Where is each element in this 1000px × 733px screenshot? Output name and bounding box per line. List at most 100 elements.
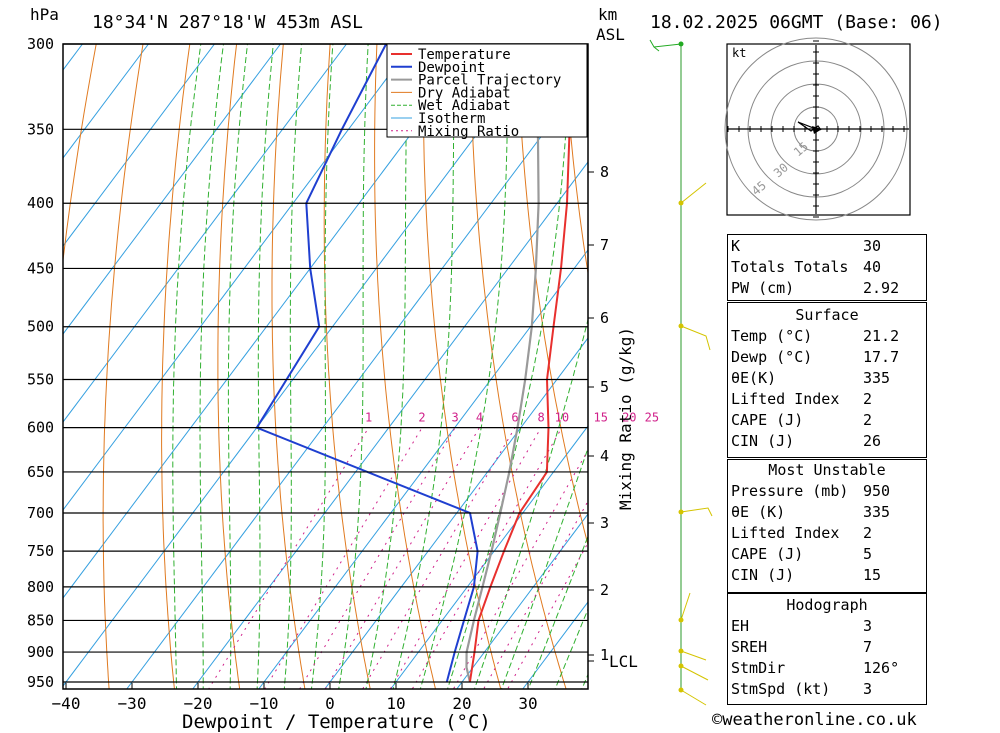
mixing-ratio-label: 1	[365, 411, 372, 425]
most-unstable-box	[727, 459, 927, 593]
dry-adiabat-line	[960, 0, 1000, 733]
mu-label: Pressure (mb)	[731, 482, 849, 500]
mixing-ratio-label: 25	[645, 411, 659, 425]
surface-label: Dewp (°C)	[731, 348, 813, 366]
table-row: CIN (J) 26	[727, 431, 927, 452]
km-tick-label: 2	[600, 581, 609, 599]
mu-label: Lifted Index	[731, 524, 840, 542]
x-tick-label: 20	[452, 694, 471, 713]
dry-adiabat-line	[271, 44, 306, 689]
x-tick-label: 0	[325, 694, 335, 713]
isotherm-line	[192, 161, 588, 689]
x-tick-label: −40	[52, 694, 81, 713]
dry-adiabat-line	[217, 44, 241, 689]
km-tick-label: 8	[600, 163, 609, 181]
isotherm-line	[63, 44, 545, 687]
isotherm-line	[63, 44, 413, 511]
wind-profile-staff	[649, 39, 713, 706]
table-row: θE(K) 335	[727, 368, 927, 389]
height-unit-asl: ASL	[596, 25, 625, 44]
isotherm-line	[63, 44, 215, 247]
pressure-tick-label: 700	[27, 504, 54, 522]
legend-label: Dry Adiabat	[418, 85, 511, 101]
pressure-tick-label: 350	[27, 120, 54, 138]
storm-motion-marker	[812, 126, 822, 134]
legend-label: Parcel Trajectory	[418, 73, 561, 89]
mu-value: 15	[863, 566, 882, 584]
mu-value: 5	[863, 545, 873, 563]
wet-adiabat-line	[473, 317, 588, 689]
wind-barb	[680, 689, 707, 706]
wet-adiabat-line	[283, 44, 303, 689]
pressure-tick-label: 550	[27, 370, 54, 388]
dry-adiabat-line	[161, 44, 191, 689]
pressure-tick-label: 900	[27, 643, 54, 661]
pressure-tick-label: 800	[27, 578, 54, 596]
hodograph-table-box	[727, 593, 927, 705]
km-tick-label: 4	[600, 447, 609, 465]
wind-barb	[680, 665, 709, 681]
most-unstable-table: Most Unstable Pressure (mb) 950 θE (K) 335…	[727, 460, 927, 586]
wet-adiabat-line	[447, 44, 571, 689]
hodo-value: 126°	[863, 659, 900, 677]
km-tick-label: 3	[600, 514, 609, 532]
mixing-ratio-label: 20	[622, 411, 636, 425]
isotherm-line	[63, 44, 281, 335]
mixing-ratio-label: 6	[511, 411, 518, 425]
surface-value: 17.7	[863, 348, 900, 366]
mu-label: CIN (J)	[731, 566, 795, 584]
hodograph-table: Hodograph EH 3 SREH 7 StmDir 126° StmSpd (k…	[727, 595, 927, 700]
table-row: K 30	[727, 236, 927, 257]
table-row: StmSpd (kt) 3	[727, 679, 927, 700]
pressure-tick-label: 400	[27, 194, 54, 212]
dry-adiabat-line	[916, 0, 1000, 733]
mixing-ratio-label: 8	[537, 411, 544, 425]
wet-adiabat-line	[172, 44, 202, 689]
location-label: 18°34'N 287°18'W 453m ASL	[92, 12, 363, 33]
table-row: PW (cm) 2.92	[727, 278, 927, 299]
dry-adiabat-line	[563, 44, 588, 277]
x-tick-label: 10	[386, 694, 405, 713]
mu-label: CAPE (J)	[731, 545, 804, 563]
wet-adiabat-line	[199, 44, 225, 689]
index-label: K	[731, 237, 741, 255]
mixing-ratio-label: 3	[452, 411, 459, 425]
index-value: 2.92	[863, 279, 900, 297]
surface-label: Temp (°C)	[731, 327, 813, 345]
isotherm-line	[63, 44, 149, 159]
mixing-ratio-line	[324, 427, 480, 689]
isotherm-line	[63, 44, 347, 423]
legend-label: Mixing Ratio	[418, 124, 519, 140]
isotherm-line	[0, 44, 17, 689]
surface-label: CAPE (J)	[731, 411, 804, 429]
table-row: SREH 7	[727, 637, 927, 658]
table-row: Temp (°C) 21.2	[727, 326, 927, 347]
mixing-ratio-line	[411, 427, 563, 689]
wet-adiabat-line	[310, 44, 334, 689]
table-row: Totals Totals 40	[727, 257, 927, 278]
legend-label: Temperature	[418, 47, 511, 63]
mixing-ratio-axis-title: Mixing Ratio (g/kg)	[616, 327, 635, 510]
surface-label: CIN (J)	[731, 432, 795, 450]
wet-adiabat-line	[365, 44, 409, 689]
index-label: Totals Totals	[731, 258, 849, 276]
hodograph-trace	[797, 121, 822, 132]
index-value: 30	[863, 237, 882, 255]
dry-adiabat-line	[63, 44, 97, 265]
mixing-ratio-line	[264, 427, 423, 689]
wind-barb	[680, 182, 707, 204]
km-tick-label: 6	[600, 309, 609, 327]
surface-value: 26	[863, 432, 882, 450]
x-tick-label: −20	[184, 694, 213, 713]
x-axis-title: Dewpoint / Temperature (°C)	[182, 711, 491, 733]
wet-adiabat-line	[227, 44, 249, 689]
surface-table: Surface Temp (°C) 21.2 Dewp (°C) 17.7 θE(K…	[727, 305, 927, 452]
mixing-ratio-label: 10	[555, 411, 569, 425]
mu-value: 950	[863, 482, 891, 500]
index-label: PW (cm)	[731, 279, 795, 297]
pressure-tick-label: 500	[27, 318, 54, 336]
surface-label: θE(K)	[731, 369, 777, 387]
hodo-label: StmDir	[731, 659, 786, 677]
pressure-tick-label: 650	[27, 463, 54, 481]
